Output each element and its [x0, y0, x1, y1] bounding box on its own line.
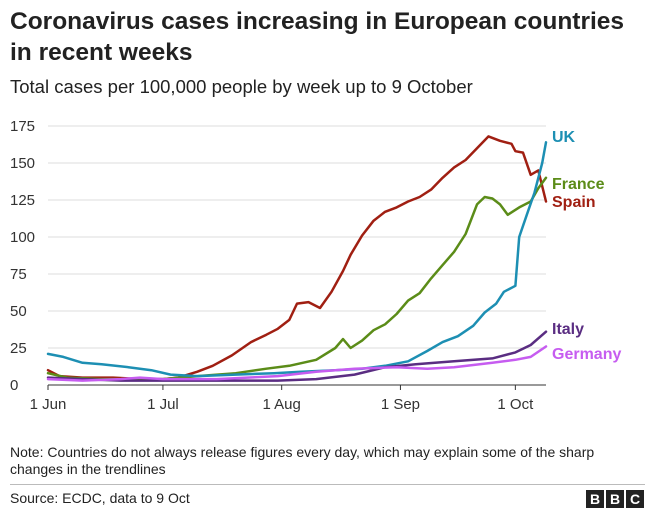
y-tick-label: 50 [10, 303, 27, 320]
x-tick-label: 1 Sep [381, 396, 420, 413]
x-tick-label: 1 Jul [147, 396, 179, 413]
chart-title: Coronavirus cases increasing in European… [10, 8, 625, 66]
source-text: Source: ECDC, data to 9 Oct [10, 490, 190, 506]
bbc-logo-letter: B [606, 490, 624, 508]
y-tick-label: 100 [10, 229, 35, 246]
series-label-italy: Italy [552, 321, 584, 338]
y-tick-label: 150 [10, 155, 35, 172]
x-tick-label: 1 Jun [30, 396, 67, 413]
bbc-logo: B B C [586, 490, 644, 508]
y-tick-label: 125 [10, 192, 35, 209]
bbc-logo-letter: C [626, 490, 644, 508]
chart-note: Note: Countries do not always release fi… [10, 444, 595, 477]
x-tick-label: 1 Aug [262, 396, 300, 413]
series-label-germany: Germany [552, 346, 621, 363]
series-label-france: France [552, 176, 605, 193]
y-tick-label: 75 [10, 266, 27, 283]
bbc-logo-letter: B [586, 490, 604, 508]
series-line-spain [46, 135, 548, 381]
y-tick-label: 25 [10, 340, 27, 357]
y-tick-label: 0 [10, 377, 18, 394]
series-line-uk [46, 141, 548, 378]
series-line-germany [46, 345, 548, 382]
y-tick-label: 175 [10, 118, 35, 135]
series-line-france [46, 176, 548, 381]
series-label-uk: UK [552, 129, 576, 146]
footer-divider [10, 484, 645, 485]
series-line-italy [46, 330, 548, 382]
line-chart: 0 25 50 75 100 125 150 175 1 Jun 1 Jul 1 Aug 1 Sep 1… [10, 118, 621, 413]
series-label-spain: Spain [552, 194, 596, 211]
chart-subtitle: Total cases per 100,000 people by week u… [10, 76, 473, 97]
x-tick-label: 1 Oct [497, 396, 534, 413]
